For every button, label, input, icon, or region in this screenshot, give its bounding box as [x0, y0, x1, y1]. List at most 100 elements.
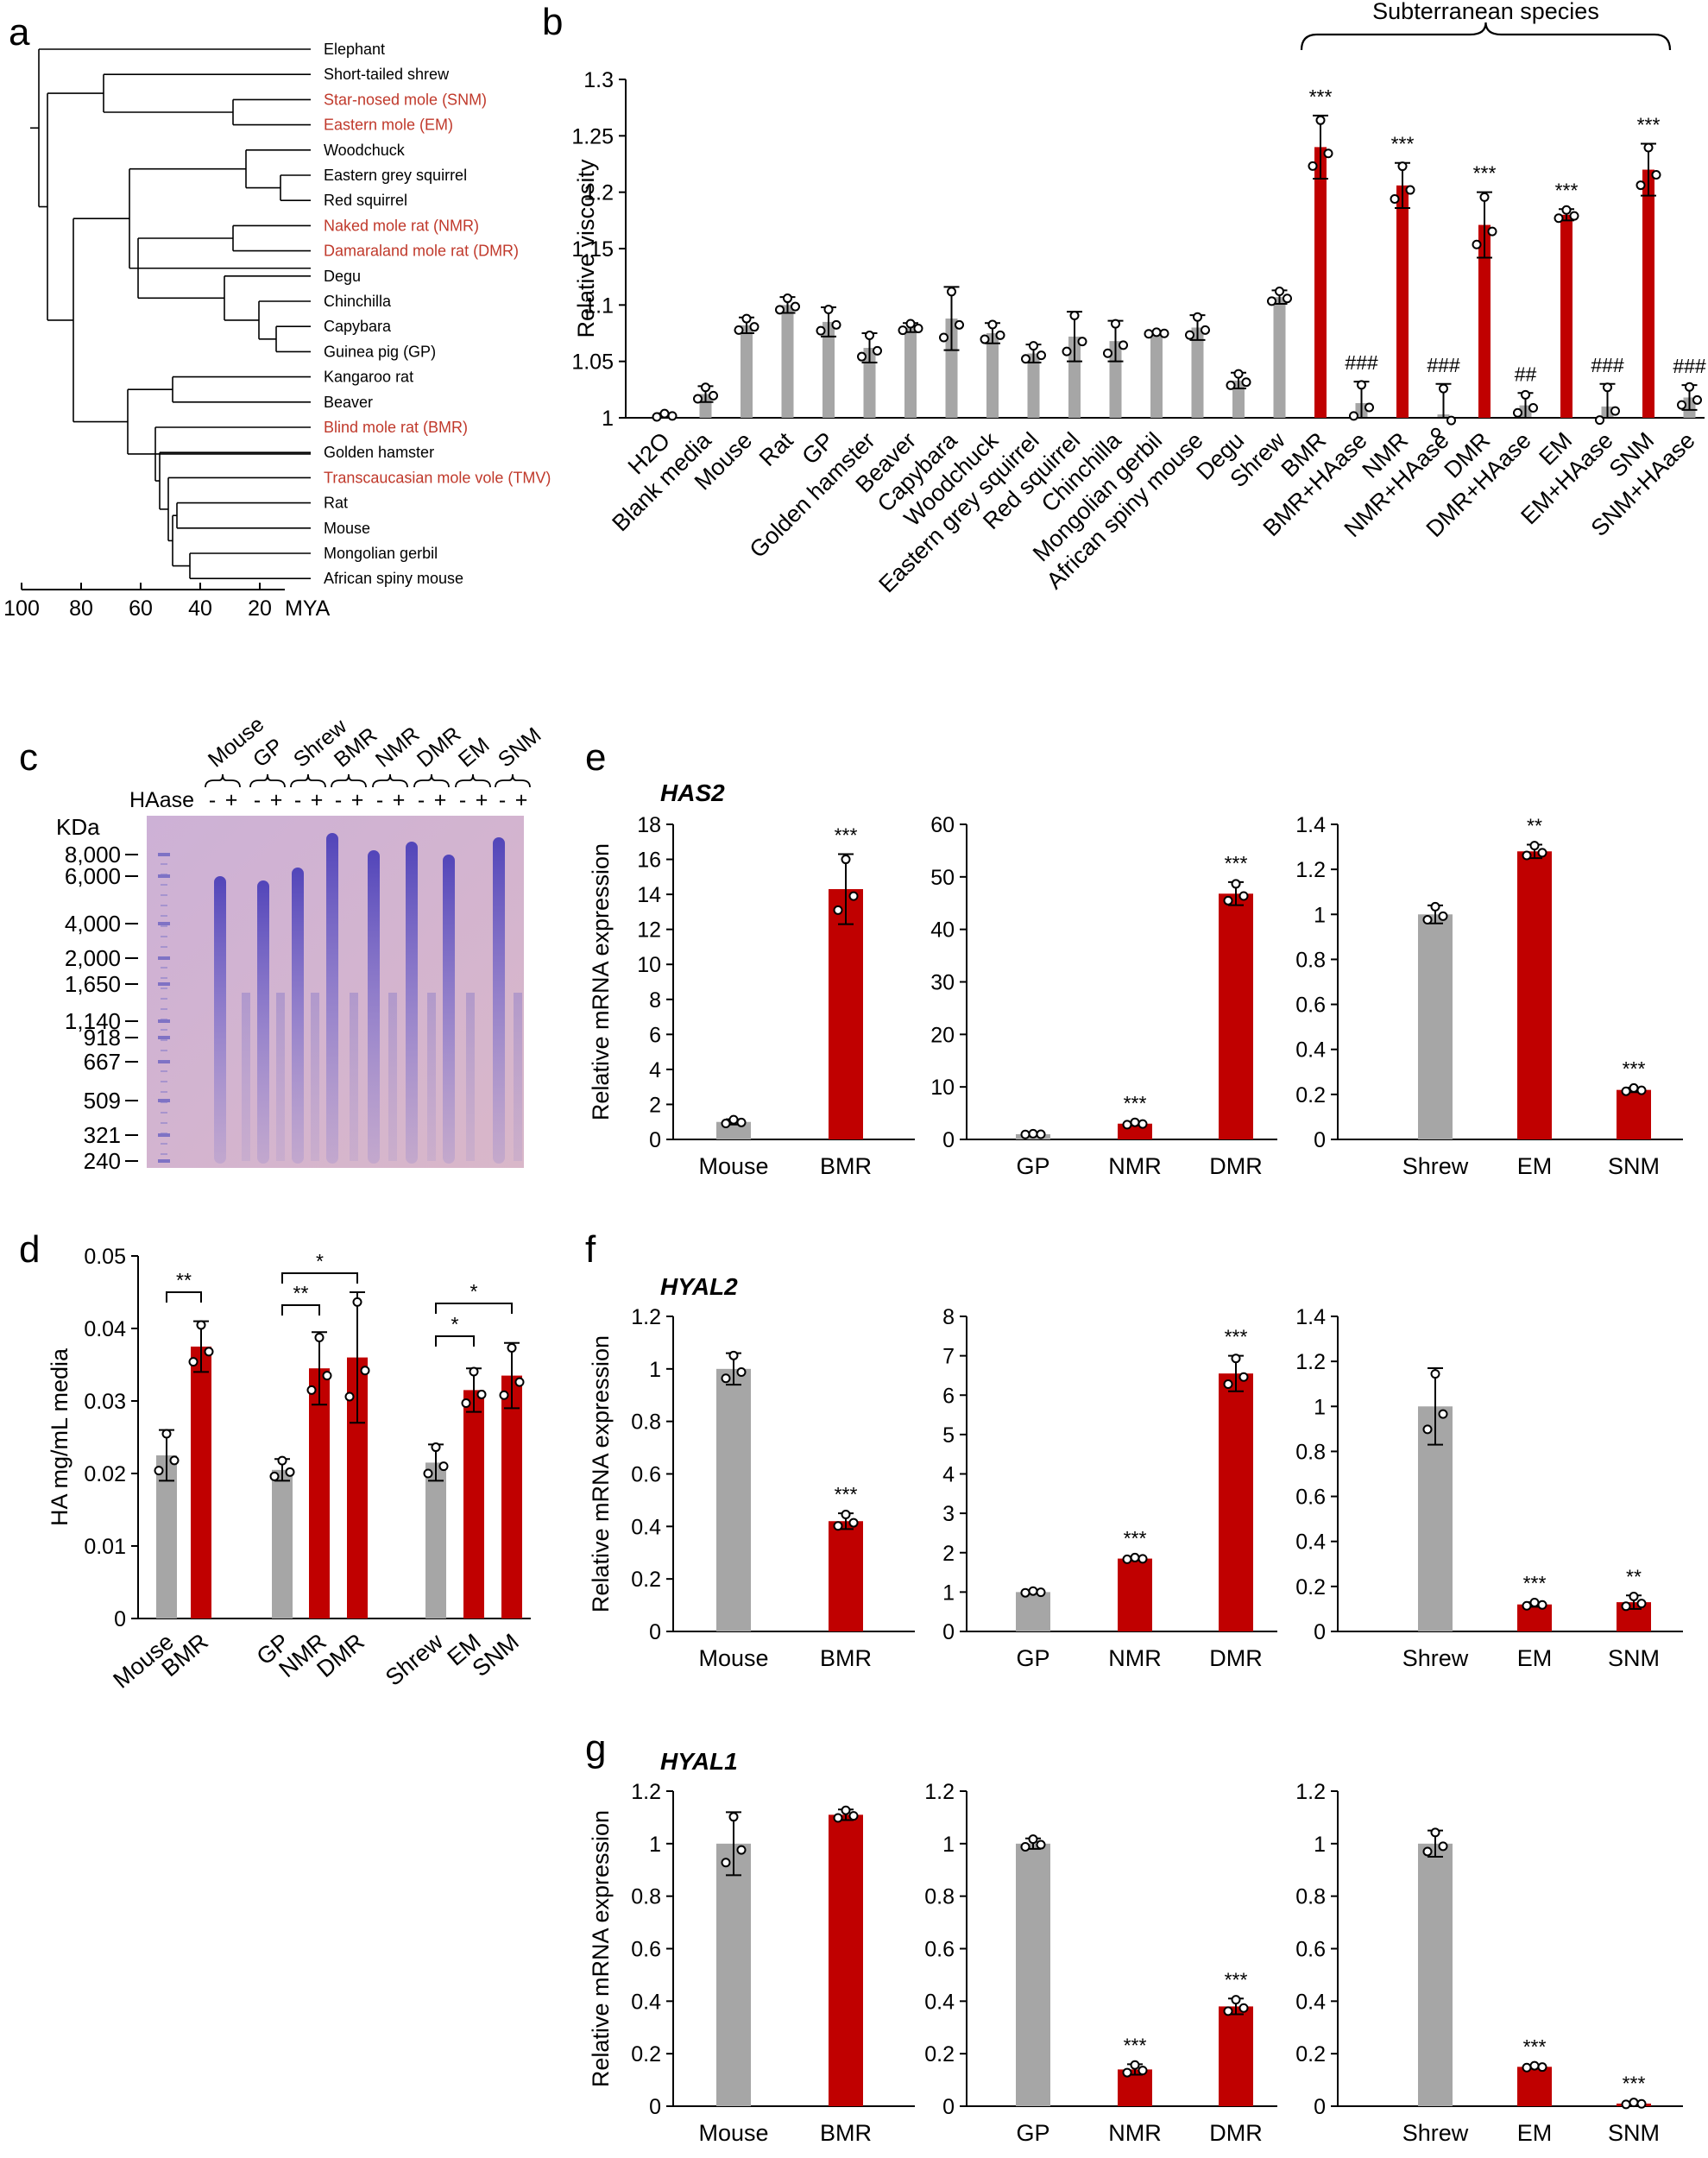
species-bracket: [1300, 22, 1672, 51]
data-point: [833, 1813, 843, 1823]
lane-sign-minus: -: [294, 788, 301, 812]
gel-smear: [214, 876, 226, 1164]
bar: [945, 319, 958, 418]
data-point: [947, 287, 956, 297]
y-tick-label: 0.2: [1295, 2042, 1326, 2067]
bar: [501, 1375, 522, 1618]
category-label: DMR: [1209, 1153, 1263, 1179]
y-tick-label: 10: [930, 1076, 955, 1100]
data-point: [1238, 1372, 1249, 1382]
ladder-band: [161, 1081, 167, 1082]
y-tick-label: 8: [942, 1305, 955, 1329]
data-point: [1238, 891, 1249, 901]
gel-smear: [326, 833, 338, 1164]
bar: [1150, 333, 1163, 418]
data-point: [741, 313, 752, 324]
category-label: GP: [1016, 1645, 1049, 1671]
ladder-band: [161, 988, 167, 989]
y-axis-label: HA mg/mL media: [47, 1347, 72, 1526]
bar: [1016, 1843, 1050, 2106]
data-point: [1422, 915, 1433, 925]
data-point: [1610, 406, 1620, 416]
y-tick-label: 0.03: [84, 1390, 126, 1414]
bar: [1219, 1373, 1253, 1631]
ladder-band: [161, 874, 167, 875]
data-point: [1144, 329, 1154, 339]
y-tick-label: 1: [602, 407, 614, 431]
tree-taxon-label: Transcaucasian mole vole (TMV): [324, 469, 551, 486]
data-point: [1438, 1841, 1448, 1852]
data-point: [1028, 1834, 1038, 1845]
data-point: [736, 1117, 747, 1127]
data-point: [1122, 1554, 1132, 1564]
lane-brace: [495, 773, 531, 788]
y-tick-label: 8: [649, 988, 661, 1013]
ladder-band: [161, 1112, 167, 1114]
y-tick-label: 1.2: [1295, 1350, 1326, 1374]
data-point: [1238, 2003, 1249, 2013]
data-point: [1062, 346, 1072, 357]
tree-taxon-label: Kangaroo rat: [324, 369, 413, 386]
y-tick-label: 0.4: [1295, 1038, 1326, 1063]
data-point: [1036, 1129, 1046, 1139]
ladder-band: [161, 1050, 167, 1051]
y-tick-label: 5: [942, 1423, 955, 1448]
significance-label: ***: [1309, 85, 1333, 108]
y-tick-label: 20: [930, 1023, 955, 1047]
data-point: [1521, 389, 1530, 400]
ladder-band: [161, 956, 167, 958]
tree-axis-tick-label: 20: [248, 596, 272, 621]
y-tick-label: 7: [942, 1345, 955, 1369]
data-point: [873, 345, 882, 356]
data-point: [1349, 411, 1358, 421]
data-point: [1390, 194, 1400, 205]
lane-brace: [331, 773, 367, 788]
data-point: [1231, 1995, 1241, 2005]
data-point: [783, 293, 792, 304]
subplot-2: 0 10 20 30 40 50 60 *** *** GP NMR DMR: [930, 813, 1277, 1179]
data-point: [169, 1455, 180, 1466]
comparison-label: **: [293, 1282, 309, 1304]
data-point: [833, 905, 843, 915]
ladder-band: [158, 1159, 170, 1163]
y-tick-label: 16: [637, 849, 661, 873]
significance-label: ***: [1473, 162, 1497, 185]
y-tick-label: 1: [942, 1833, 955, 1857]
y-tick-label: 1: [1314, 903, 1326, 927]
tree-taxon-label: Golden hamster: [324, 444, 434, 461]
data-point: [898, 325, 908, 336]
data-point: [507, 1342, 517, 1353]
tree-taxon-label: Mongolian gerbil: [324, 545, 438, 562]
bar: [1478, 224, 1491, 418]
y-tick-label: 6: [649, 1023, 661, 1047]
tree-axis-tick-label: 80: [69, 596, 93, 621]
y-tick-label: 1.15: [571, 237, 614, 262]
ladder-band: [161, 1039, 167, 1041]
gel-digested-lane: [514, 993, 522, 1161]
bar: [1219, 2006, 1253, 2106]
category-label: Rat: [754, 427, 798, 471]
data-point: [1138, 1119, 1148, 1129]
panel-label-g: g: [585, 1727, 606, 1770]
subplot-3: 0 0.2 0.4 0.6 0.8 1 1.2 *** *** Shrew EM SNM: [1295, 1780, 1683, 2146]
gene-title: HYAL1: [660, 1748, 738, 1775]
data-point: [1267, 296, 1276, 306]
y-tick-label: 0: [114, 1607, 126, 1631]
panel-label-e: e: [585, 736, 606, 779]
bar: [1642, 169, 1654, 419]
data-point: [1226, 380, 1236, 390]
comparison-label: **: [176, 1269, 192, 1291]
tree-taxon-label: Beaver: [324, 394, 373, 411]
data-point: [360, 1366, 370, 1376]
significance-label: ***: [1555, 179, 1579, 201]
bar: [1396, 185, 1409, 418]
bar: [699, 394, 712, 418]
tree-taxon-label: Guinea pig (GP): [324, 343, 436, 360]
significance-label: ###: [1345, 351, 1378, 374]
data-point: [1561, 205, 1572, 215]
marker-label: 918: [84, 1025, 121, 1051]
data-point: [1315, 115, 1326, 125]
lane-sign-minus: -: [418, 788, 425, 812]
